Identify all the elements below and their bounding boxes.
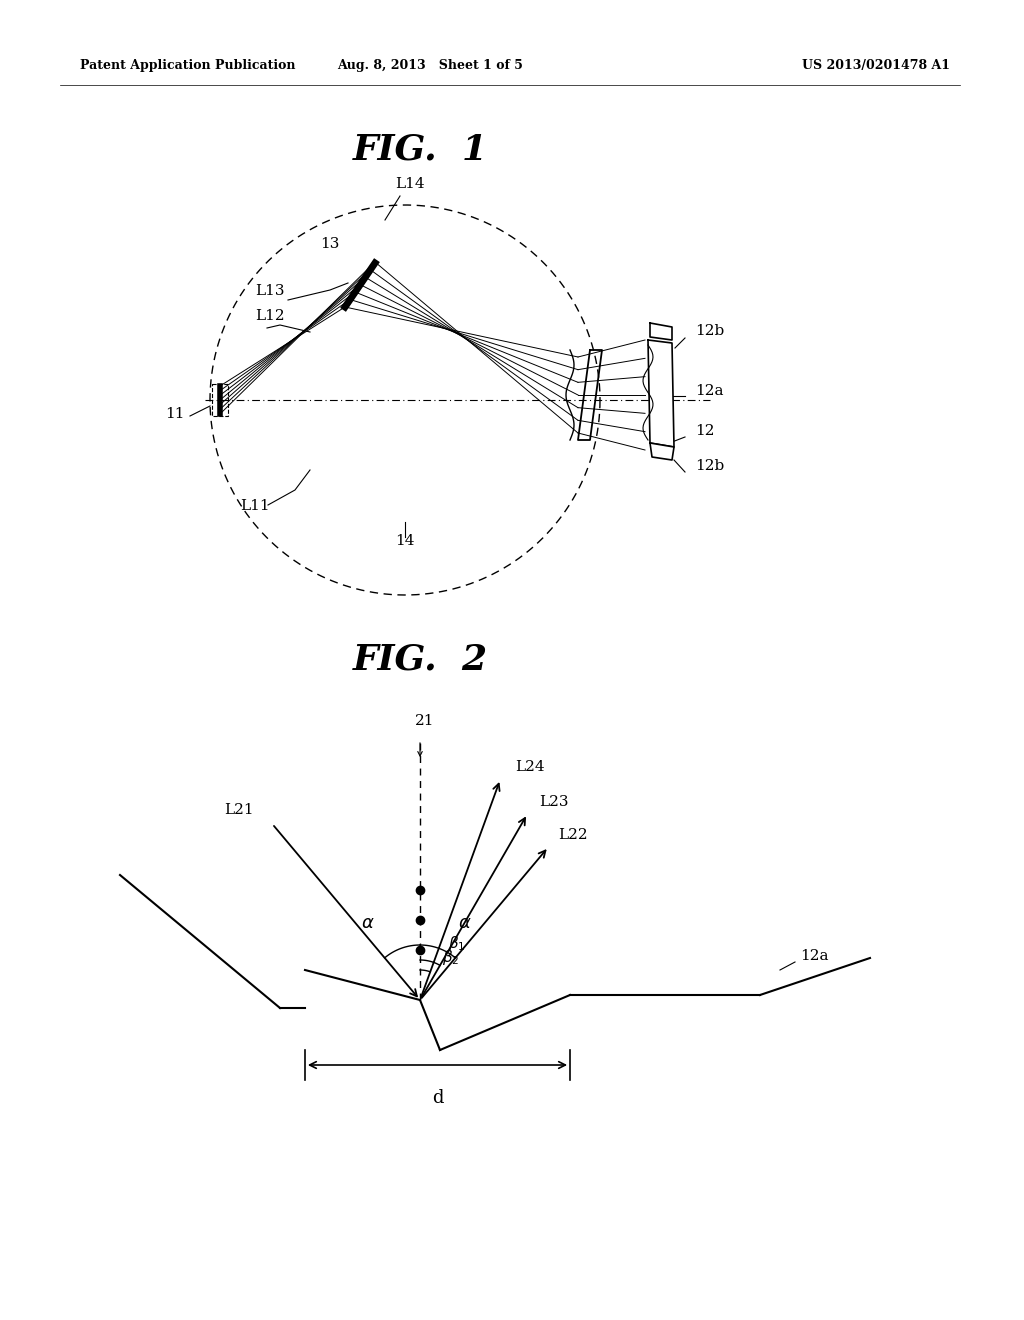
Text: $\alpha$: $\alpha$ <box>361 913 375 932</box>
Text: FIG.  2: FIG. 2 <box>352 643 487 677</box>
Text: L24: L24 <box>515 760 545 774</box>
Text: FIG.  1: FIG. 1 <box>352 133 487 168</box>
Text: 12: 12 <box>695 424 715 438</box>
Text: L14: L14 <box>395 177 425 191</box>
Text: Aug. 8, 2013   Sheet 1 of 5: Aug. 8, 2013 Sheet 1 of 5 <box>337 58 523 71</box>
Text: 11: 11 <box>165 407 184 421</box>
Polygon shape <box>650 323 672 341</box>
Text: US 2013/0201478 A1: US 2013/0201478 A1 <box>802 58 950 71</box>
Text: 21: 21 <box>416 714 435 729</box>
Text: 14: 14 <box>395 535 415 548</box>
Text: L21: L21 <box>224 803 254 817</box>
Text: d: d <box>432 1089 443 1107</box>
Text: L22: L22 <box>558 828 588 842</box>
Text: 12a: 12a <box>800 949 828 964</box>
Text: L11: L11 <box>241 499 269 513</box>
Text: L13: L13 <box>255 284 285 298</box>
Text: 12a: 12a <box>695 384 724 399</box>
Text: $\alpha$: $\alpha$ <box>458 913 472 932</box>
Text: 12b: 12b <box>695 459 724 473</box>
Text: $\beta_1$: $\beta_1$ <box>449 935 466 953</box>
Text: 13: 13 <box>321 238 340 251</box>
Text: $\beta_2$: $\beta_2$ <box>442 948 460 968</box>
Text: 12b: 12b <box>695 323 724 338</box>
Bar <box>212 384 228 416</box>
Polygon shape <box>648 341 674 447</box>
Text: L12: L12 <box>255 309 285 323</box>
Polygon shape <box>650 444 674 459</box>
Text: Patent Application Publication: Patent Application Publication <box>80 58 296 71</box>
Text: L23: L23 <box>540 795 569 809</box>
